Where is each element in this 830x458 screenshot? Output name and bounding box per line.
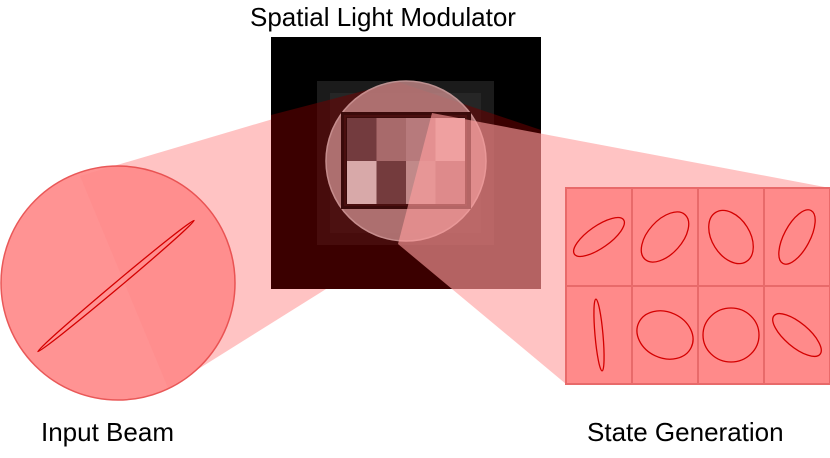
slm-pixel-cell (347, 118, 377, 161)
slm-pixel-cell (377, 161, 407, 204)
state-generation-grid (566, 188, 830, 384)
input-beam-circle (1, 166, 235, 400)
state-generation-label: State Generation (587, 419, 784, 445)
slm-pixel-cell (377, 118, 407, 161)
input-beam (1, 166, 235, 400)
slm-label: Spatial Light Modulator (250, 4, 516, 30)
input-beam-label: Input Beam (41, 419, 174, 445)
slm-pixel-cell (347, 161, 377, 204)
